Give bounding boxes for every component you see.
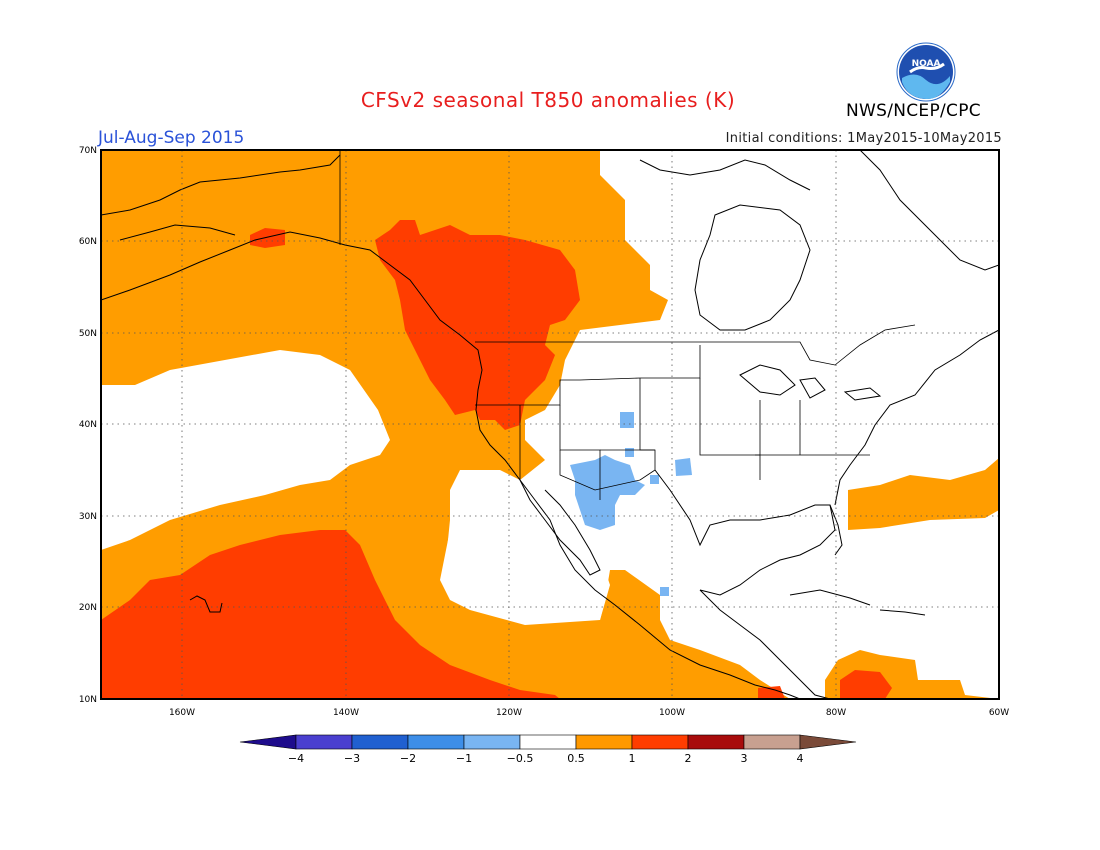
colorbar-swatch bbox=[687, 734, 745, 750]
initial-conditions-label: Initial conditions: 1May2015-10May2015 bbox=[725, 131, 1002, 146]
lat-label: 60N bbox=[79, 237, 97, 247]
colorbar-swatch bbox=[295, 734, 353, 750]
coastlines bbox=[101, 150, 999, 699]
colorbar-swatch bbox=[407, 734, 465, 750]
lat-label: 20N bbox=[79, 603, 97, 613]
map-field bbox=[101, 150, 999, 699]
colorbar-tick-label: 1 bbox=[629, 752, 636, 765]
lon-label: 60W bbox=[989, 708, 1009, 718]
colorbar-swatch bbox=[575, 734, 633, 750]
anomaly-region-neutral-west bbox=[101, 350, 390, 550]
season-label: Jul-Aug-Sep 2015 bbox=[98, 128, 245, 148]
political-boundaries bbox=[339, 150, 916, 500]
anomaly-region-orange-atlantic bbox=[848, 458, 999, 530]
gridlines bbox=[101, 150, 999, 699]
anomaly-region-red-canada bbox=[375, 220, 580, 430]
lat-label: 50N bbox=[79, 329, 97, 339]
anomaly-region-red-centralamerica bbox=[758, 686, 785, 699]
colorbar-arrow-high bbox=[799, 734, 857, 750]
lon-label: 120W bbox=[496, 708, 522, 718]
lon-label: 160W bbox=[169, 708, 195, 718]
colorbar-tick-label: 3 bbox=[741, 752, 748, 765]
lon-label: 140W bbox=[333, 708, 359, 718]
anomaly-region-red-pacific bbox=[101, 530, 560, 699]
colorbar-tick-label: −2 bbox=[400, 752, 416, 765]
noaa-logo-icon: NOAA bbox=[896, 42, 956, 102]
chart-title: CFSv2 seasonal T850 anomalies (K) bbox=[360, 88, 736, 112]
agency-label: NWS/NCEP/CPC bbox=[846, 101, 981, 121]
colorbar-tick-label: 4 bbox=[797, 752, 804, 765]
colorbar-tick-label: −3 bbox=[344, 752, 360, 765]
colorbar: −4 −3 −2 −1 −0.5 0.5 1 2 3 4 bbox=[239, 734, 857, 765]
colorbar-swatch bbox=[463, 734, 521, 750]
colorbar-tick-label: −0.5 bbox=[507, 752, 534, 765]
anomaly-region-neutral-mexico bbox=[445, 470, 735, 640]
anomaly-region-red-alaska bbox=[250, 228, 285, 248]
map-frame bbox=[100, 149, 1000, 700]
colorbar-swatch bbox=[519, 734, 577, 750]
lon-label: 80W bbox=[826, 708, 846, 718]
colorbar-swatch bbox=[351, 734, 409, 750]
anomaly-region-red-caribbean bbox=[840, 670, 892, 699]
colorbar-tick-label: −1 bbox=[456, 752, 472, 765]
colorbar-swatch bbox=[631, 734, 689, 750]
colorbar-tick-label: −4 bbox=[288, 752, 304, 765]
colorbar-swatch bbox=[743, 734, 801, 750]
colorbar-arrow-low bbox=[239, 734, 297, 750]
lon-label: 100W bbox=[659, 708, 685, 718]
lat-label: 40N bbox=[79, 420, 97, 430]
lat-label: 30N bbox=[79, 512, 97, 522]
lat-label: 10N bbox=[79, 695, 97, 705]
colorbar-tick-label: 0.5 bbox=[567, 752, 585, 765]
longitude-labels: 160W 140W 120W 100W 80W 60W bbox=[169, 708, 1009, 718]
latitude-labels: 70N 60N 50N 40N 30N 20N 10N bbox=[79, 146, 97, 705]
svg-text:NOAA: NOAA bbox=[912, 59, 941, 69]
colorbar-tick-label: 2 bbox=[685, 752, 692, 765]
lat-label: 70N bbox=[79, 146, 97, 156]
